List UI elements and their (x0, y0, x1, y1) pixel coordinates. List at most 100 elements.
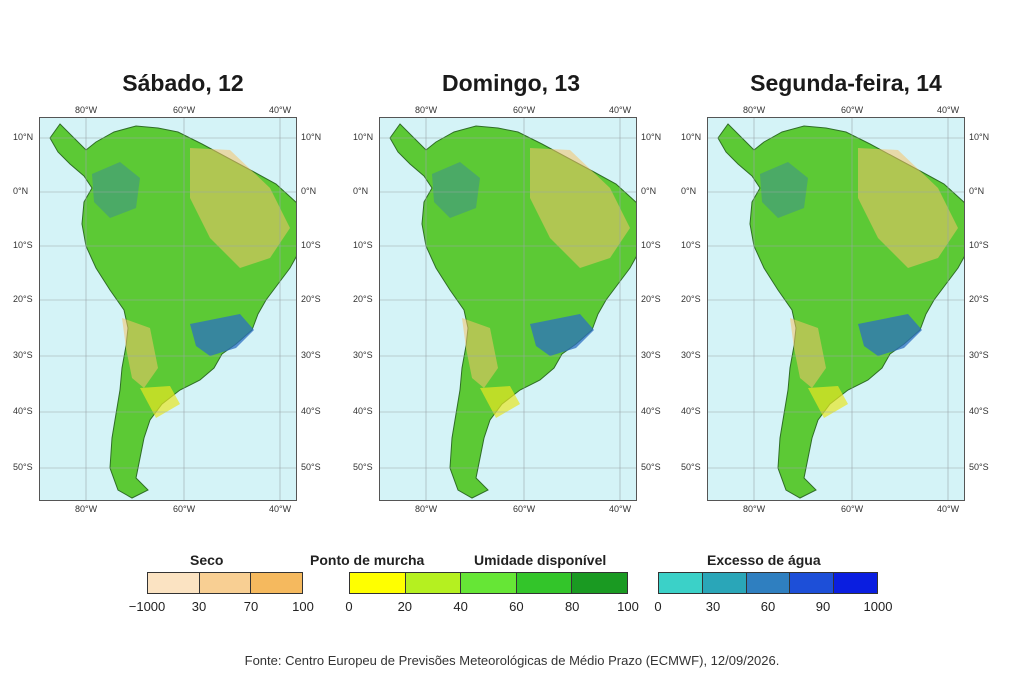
legend-tick-label: 30 (705, 599, 721, 614)
legend-swatch (790, 573, 835, 593)
longitude-label: 60°W (841, 504, 864, 514)
legend-tick-label: 100 (292, 599, 314, 614)
longitude-label: 80°W (743, 105, 766, 115)
legend-swatch (746, 573, 791, 593)
moisture-region (858, 148, 958, 268)
latitude-label: 0°N (681, 186, 697, 196)
moisture-region (760, 162, 808, 218)
legend-swatch (199, 573, 252, 593)
latitude-label: 30°S (353, 350, 373, 360)
legend-tick-label: −1000 (128, 599, 166, 614)
latitude-label: 50°S (641, 462, 661, 472)
longitude-label: 60°W (513, 105, 536, 115)
longitude-label: 40°W (937, 105, 960, 115)
legend-swatch (461, 573, 517, 593)
legend-tick-label: 90 (815, 599, 831, 614)
latitude-label: 40°S (13, 406, 33, 416)
map-svg (40, 118, 296, 500)
panel-title-1: Sábado, 12 (122, 70, 244, 96)
legend-swatch (405, 573, 462, 593)
latitude-label: 30°S (641, 350, 661, 360)
longitude-label: 60°W (841, 105, 864, 115)
latitude-label: 20°S (681, 294, 701, 304)
longitude-label: 40°W (609, 105, 632, 115)
legend-swatch (659, 573, 703, 593)
latitude-label: 10°N (301, 132, 322, 142)
latitude-label: 10°N (641, 132, 662, 142)
latitude-label: 30°S (681, 350, 701, 360)
legend-tick-label: 0 (345, 599, 353, 614)
legend-ponto-title: Ponto de murcha (310, 552, 425, 568)
legend-seco-title: Seco (190, 552, 224, 568)
map-panel-1 (39, 117, 297, 501)
legend-swatch (516, 573, 573, 593)
legend-excesso-title: Excesso de água (707, 552, 821, 568)
legend-tick-label: 0 (654, 599, 662, 614)
legend-swatch (251, 573, 303, 593)
latitude-label: 0°N (641, 186, 657, 196)
legend-seco-bar (147, 572, 303, 594)
latitude-label: 40°S (641, 406, 661, 416)
moisture-region (92, 162, 140, 218)
moisture-region (140, 386, 180, 418)
longitude-label: 80°W (743, 504, 766, 514)
latitude-label: 50°S (681, 462, 701, 472)
latitude-label: 30°S (301, 350, 321, 360)
longitude-label: 60°W (173, 105, 196, 115)
latitude-label: 40°S (301, 406, 321, 416)
longitude-label: 80°W (415, 504, 438, 514)
moisture-region (530, 314, 594, 356)
latitude-label: 0°N (13, 186, 29, 196)
longitude-label: 40°W (269, 105, 292, 115)
latitude-label: 40°S (681, 406, 701, 416)
latitude-label: 10°S (13, 240, 33, 250)
legend-swatch (350, 573, 406, 593)
moisture-region (122, 318, 158, 388)
moisture-region (808, 386, 848, 418)
legend-swatch (572, 573, 627, 593)
map-panel-2 (379, 117, 637, 501)
latitude-label: 10°S (681, 240, 701, 250)
longitude-label: 60°W (513, 504, 536, 514)
latitude-label: 10°S (969, 240, 989, 250)
legend-tick-label: 100 (617, 599, 639, 614)
legend-tick-label: 30 (191, 599, 207, 614)
legend-tick-label: 60 (509, 599, 524, 614)
longitude-label: 80°W (75, 105, 98, 115)
latitude-label: 10°S (353, 240, 373, 250)
moisture-region (530, 148, 630, 268)
longitude-label: 40°W (609, 504, 632, 514)
legend-swatch (148, 573, 200, 593)
latitude-label: 50°S (301, 462, 321, 472)
latitude-label: 20°S (13, 294, 33, 304)
legend-umidade-bar (349, 572, 628, 594)
legend-tick-label: 20 (397, 599, 413, 614)
moisture-region (858, 314, 922, 356)
latitude-label: 10°N (969, 132, 990, 142)
latitude-label: 10°S (641, 240, 661, 250)
legend-swatch (834, 573, 877, 593)
moisture-region (790, 318, 826, 388)
latitude-label: 20°S (969, 294, 989, 304)
map-panel-3 (707, 117, 965, 501)
longitude-label: 40°W (269, 504, 292, 514)
latitude-label: 50°S (353, 462, 373, 472)
latitude-label: 10°N (353, 132, 374, 142)
latitude-label: 30°S (13, 350, 33, 360)
latitude-label: 20°S (301, 294, 321, 304)
latitude-label: 40°S (353, 406, 373, 416)
moisture-region (190, 314, 254, 356)
legend-tick-label: 60 (760, 599, 776, 614)
latitude-label: 10°N (13, 132, 34, 142)
legend-tick-label: 70 (243, 599, 259, 614)
latitude-label: 0°N (301, 186, 317, 196)
legend-excesso-bar (658, 572, 878, 594)
legend-tick-label: 80 (564, 599, 580, 614)
latitude-label: 0°N (353, 186, 369, 196)
latitude-label: 10°S (301, 240, 321, 250)
longitude-label: 60°W (173, 504, 196, 514)
moisture-region (462, 318, 498, 388)
latitude-label: 0°N (969, 186, 985, 196)
latitude-label: 40°S (969, 406, 989, 416)
legend-tick-label: 1000 (863, 599, 893, 614)
